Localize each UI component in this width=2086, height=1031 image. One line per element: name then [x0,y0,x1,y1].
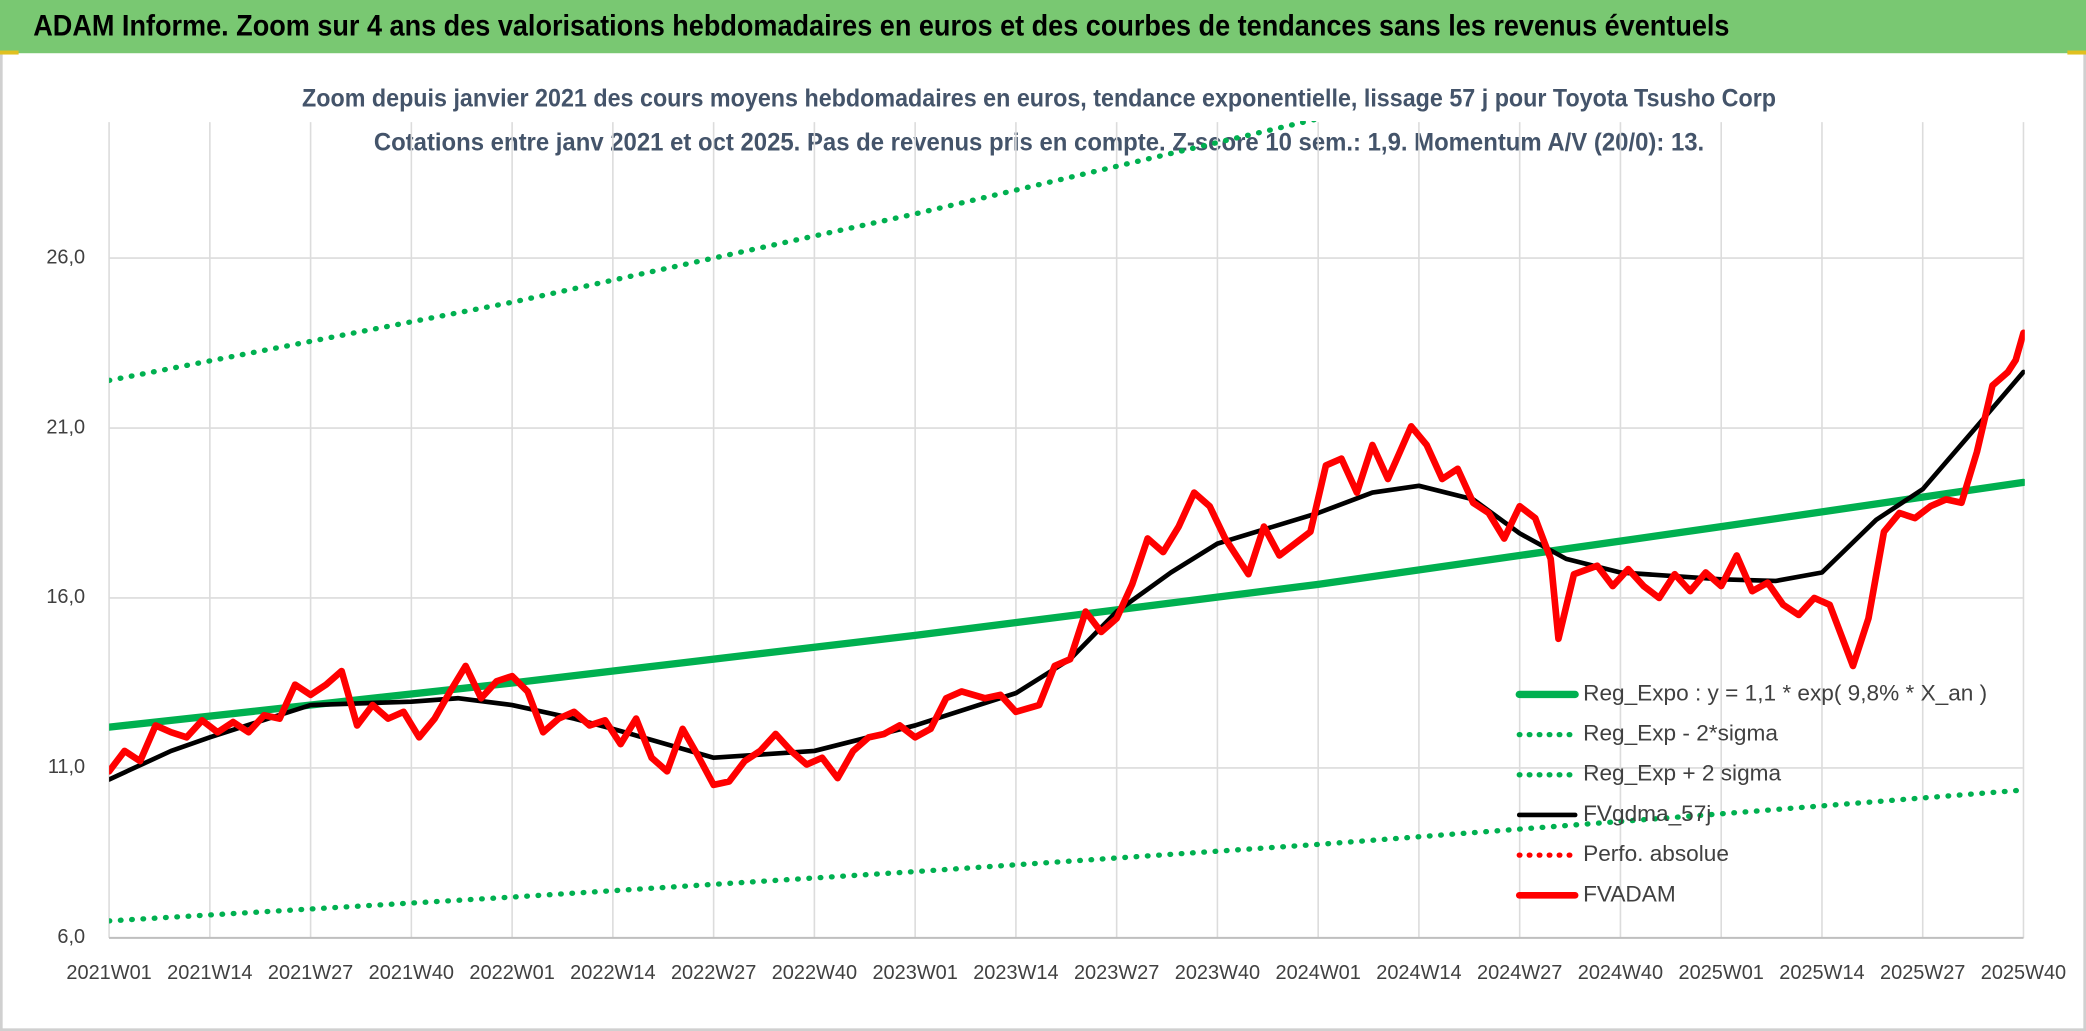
x-tick-label: 2022W14 [570,962,655,984]
x-tick-label: 2021W14 [167,962,252,984]
x-tick-label: 2025W40 [1981,962,2066,984]
legend-label: FVADAM [1583,881,1676,906]
y-tick-label: 16,0 [46,586,85,608]
x-tick-label: 2024W27 [1477,962,1562,984]
x-tick-label: 2023W01 [872,962,957,984]
x-tick-label: 2023W14 [973,962,1058,984]
header-bar [0,0,2086,54]
x-tick-label: 2024W01 [1275,962,1360,984]
x-tick-label: 2021W01 [66,962,151,984]
trend-band-line [109,121,1320,384]
x-tick-label: 2021W40 [369,962,454,984]
header-accent [2067,50,2086,55]
legend-label: Reg_Expo : y = 1,1 * exp( 9,8% * X_an ) [1583,680,1987,705]
legend-label: Reg_Exp - 2*sigma [1583,721,1778,746]
x-tick-label: 2021W27 [268,962,353,984]
chart-subtitle: Cotations entre janv 2021 et oct 2025. P… [374,128,1704,156]
x-tick-label: 2025W27 [1880,962,1965,984]
chart-title: Zoom depuis janvier 2021 des cours moyen… [302,84,1776,112]
x-tick-label: 2024W14 [1376,962,1461,984]
trend-band-line [109,787,2025,924]
header-title: ADAM Informe. Zoom sur 4 ans des valoris… [33,11,1729,43]
series-line [109,329,2025,789]
x-tick-label: 2023W27 [1074,962,1159,984]
legend-label: Perfo. absolue [1583,841,1729,866]
header-accent [0,50,19,55]
x-tick-label: 2023W40 [1175,962,1260,984]
x-tick-label: 2024W40 [1578,962,1663,984]
y-tick-label: 11,0 [48,756,85,778]
y-tick-label: 21,0 [46,416,85,438]
legend-label: Reg_Exp + 2 sigma [1583,761,1781,786]
x-tick-label: 2025W01 [1679,962,1764,984]
x-tick-label: 2025W14 [1779,962,1864,984]
y-tick-label: 26,0 [46,246,85,268]
legend-label: FVgdma_57j [1583,801,1711,826]
y-tick-label: 6,0 [57,926,85,948]
x-tick-label: 2022W01 [469,962,554,984]
x-tick-label: 2022W27 [671,962,756,984]
grid: 6,0 11,0 16,0 21,0 26,0 2021W01 2021W14 2021W27… [46,122,2066,984]
x-tick-label: 2022W40 [772,962,857,984]
series-line [109,369,2025,782]
legend: Reg_Expo : y = 1,1 * exp( 9,8% * X_an ) R… [1515,680,1987,906]
plot-area [109,121,2025,924]
